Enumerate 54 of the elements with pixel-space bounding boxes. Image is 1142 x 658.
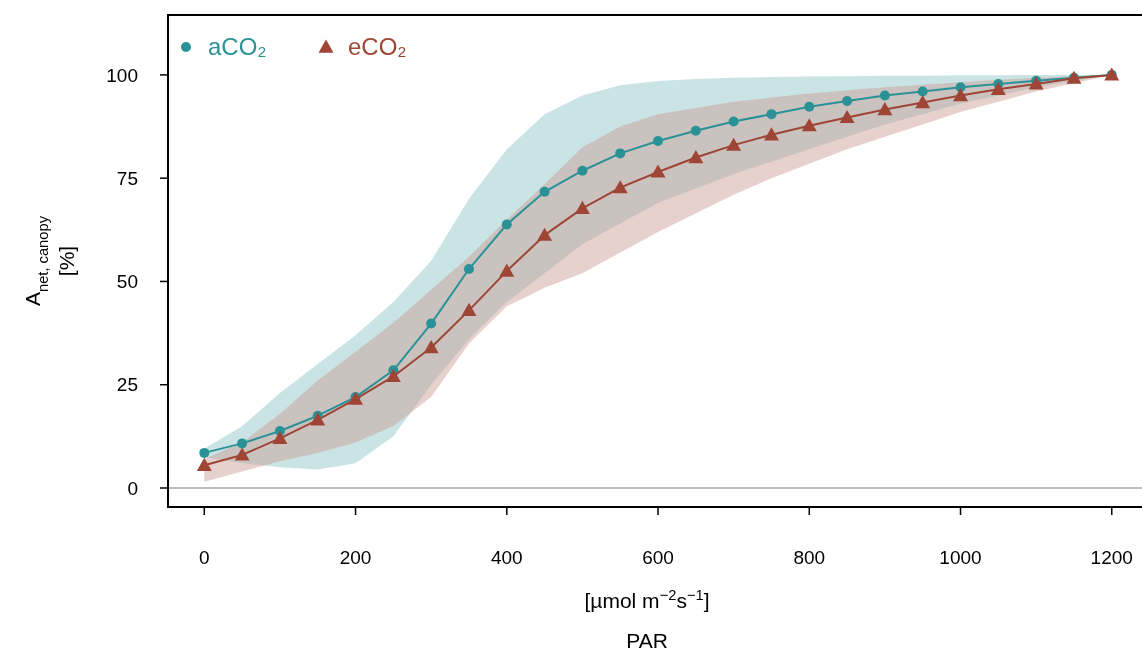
x-tick-label: 0	[199, 547, 210, 568]
point	[272, 430, 288, 445]
point	[688, 150, 704, 164]
x-tick-label: 800	[793, 547, 826, 568]
point	[423, 340, 439, 354]
x-tick-label: 1000	[939, 547, 982, 568]
point	[234, 447, 250, 461]
point	[804, 101, 815, 112]
point	[237, 438, 248, 449]
y-tick-label: 50	[116, 271, 138, 293]
point	[1028, 76, 1044, 90]
x-tick-label: 400	[490, 547, 523, 568]
x-tick-label: 200	[339, 547, 372, 568]
y-axis-title: A$_{net, canopy}$ [%]	[21, 215, 78, 306]
point	[310, 412, 326, 426]
y-tick-label: 75	[116, 167, 138, 189]
point	[199, 447, 210, 458]
point	[653, 136, 664, 146]
point	[426, 318, 437, 329]
point	[385, 368, 401, 383]
point	[537, 227, 553, 241]
point	[842, 95, 853, 106]
x-tick-label: 600	[642, 547, 674, 568]
point	[726, 137, 742, 151]
point	[690, 125, 701, 136]
point	[196, 457, 212, 471]
point	[728, 116, 739, 127]
point	[499, 263, 515, 277]
point	[953, 88, 969, 102]
text: [µmol m$^{−2}$s$^{−1}$] PAR	[584, 587, 710, 652]
point	[877, 102, 893, 116]
point	[766, 109, 777, 120]
point	[577, 165, 588, 176]
point	[990, 81, 1006, 95]
point	[650, 164, 666, 178]
point	[763, 127, 779, 141]
point	[461, 302, 477, 316]
x-tick-label: 1200	[1090, 547, 1133, 568]
point	[574, 200, 590, 214]
point	[839, 109, 855, 124]
y-tick-label: 100	[106, 64, 138, 86]
legend-label: eCO₂	[348, 33, 407, 61]
point	[915, 95, 931, 109]
point	[801, 118, 817, 132]
legend-label: aCO₂	[208, 33, 267, 61]
point	[615, 148, 626, 159]
point	[501, 219, 512, 230]
y-tick-label: 0	[127, 477, 138, 499]
point	[463, 264, 474, 275]
point	[917, 86, 928, 97]
y-tick-label: 25	[116, 374, 138, 396]
point	[612, 180, 628, 194]
point	[539, 186, 550, 197]
point	[879, 90, 890, 101]
